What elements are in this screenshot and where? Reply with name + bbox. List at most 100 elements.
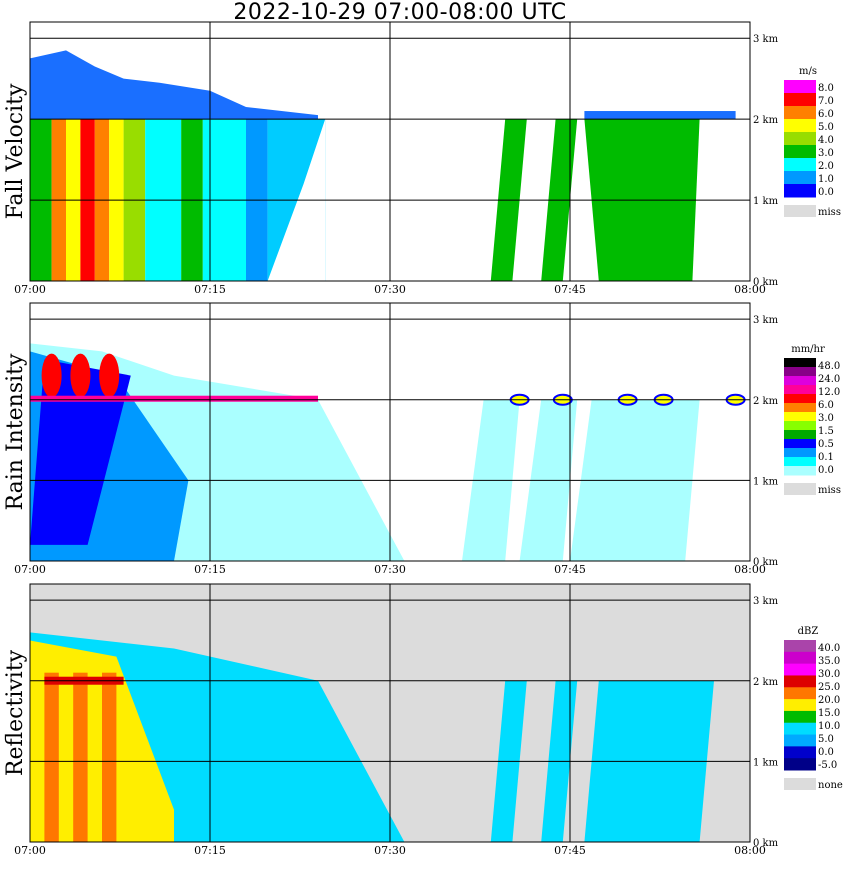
legend-swatch (784, 457, 816, 467)
legend-label: 0.0 (818, 465, 834, 476)
legend-label: 3.0 (818, 148, 834, 159)
legend-swatch (784, 675, 816, 688)
rain-core (70, 353, 91, 398)
legend-swatch (784, 184, 816, 198)
time-tick-label: 07:00 (14, 283, 46, 296)
legend-label: 0.0 (818, 747, 834, 758)
legend-swatch (784, 367, 816, 377)
legend-label: 25.0 (818, 682, 840, 693)
time-tick-label: 07:45 (554, 563, 586, 576)
legend-miss-swatch (784, 778, 816, 790)
legend-swatch (784, 93, 816, 107)
legend-label: 0.1 (818, 452, 834, 463)
legend-swatch (784, 734, 816, 747)
time-tick-label: 07:30 (374, 283, 406, 296)
legend-swatch (784, 699, 816, 712)
legend-swatch (784, 80, 816, 94)
legend-swatch (784, 385, 816, 395)
rain-bright-band (30, 395, 318, 402)
time-tick-label: 07:15 (194, 283, 226, 296)
legend-swatch (784, 171, 816, 185)
legend-label: 6.0 (818, 400, 834, 411)
legend-swatch (784, 439, 816, 449)
legend-swatch (784, 358, 816, 368)
height-tick-label: 0 km (753, 277, 779, 288)
time-tick-label: 07:00 (14, 563, 46, 576)
legend-miss-swatch (784, 483, 816, 495)
legend-label: 1.0 (818, 174, 834, 185)
legend-label: 40.0 (818, 643, 840, 654)
height-tick-label: 3 km (753, 34, 779, 45)
legend-swatch (784, 466, 816, 476)
height-tick-label: 2 km (753, 677, 779, 688)
legend-label: 4.0 (818, 135, 834, 146)
legend-swatch (784, 663, 816, 676)
rain-heavy (30, 359, 131, 545)
rain-core (41, 353, 62, 398)
legend-label: 3.0 (818, 413, 834, 424)
height-tick-label: 1 km (753, 476, 779, 487)
legend-swatch (784, 640, 816, 653)
legend-swatch (784, 394, 816, 404)
panel-ylabel: Rain Intensity (3, 353, 28, 510)
legend-label: 20.0 (818, 695, 840, 706)
legend-label: 6.0 (818, 109, 834, 120)
legend-swatch (784, 158, 816, 172)
time-tick-label: 07:45 (554, 283, 586, 296)
time-tick-label: 07:30 (374, 563, 406, 576)
height-tick-label: 1 km (753, 757, 779, 768)
fall-upper-layer (30, 50, 318, 120)
legend-miss-label: none (818, 780, 843, 791)
legend-swatch (784, 412, 816, 422)
time-tick-label: 08:00 (734, 563, 766, 576)
legend-swatch (784, 758, 816, 771)
legend-label: 30.0 (818, 669, 840, 680)
legend-swatch (784, 376, 816, 386)
time-tick-label: 07:15 (194, 844, 226, 857)
legend-label: 2.0 (818, 161, 834, 172)
legend-miss-label: miss (818, 207, 841, 218)
time-tick-label: 08:00 (734, 283, 766, 296)
refl-band (44, 672, 59, 842)
legend-swatch (784, 403, 816, 413)
time-tick-label: 07:00 (14, 844, 46, 857)
panel-reflectivity: 0 km 1 km 2 km 3 km 07:00 07:15 07:30 07:45 08:0… (3, 583, 843, 857)
height-tick-label: 1 km (753, 196, 779, 207)
fall-clear (267, 119, 326, 281)
panel-fall-velocity: 0 km 1 km 2 km 3 km 07:00 07:15 07:30 07:45 08:0… (3, 21, 841, 296)
panel-rain-intensity: 0 km 1 km 2 km 3 km 07:00 07:15 07:30 07:45 08:0… (3, 302, 841, 576)
legend-swatch (784, 132, 816, 146)
height-tick-label: 0 km (753, 838, 779, 849)
legend-label: 35.0 (818, 656, 840, 667)
legend-label: 24.0 (818, 374, 840, 385)
legend-swatch (784, 722, 816, 736)
legend-label: 48.0 (818, 361, 840, 372)
height-tick-label: 2 km (753, 115, 779, 126)
legend-label: 12.0 (818, 387, 840, 398)
time-tick-label: 07:30 (374, 844, 406, 857)
height-tick-label: 3 km (753, 596, 779, 607)
height-tick-label: 3 km (753, 315, 779, 326)
legend-unit: dBZ (798, 626, 819, 637)
legend-label: 5.0 (818, 734, 834, 745)
legend-label: 0.0 (818, 187, 834, 198)
legend-label: 7.0 (818, 96, 834, 107)
legend-unit: mm/hr (791, 344, 825, 355)
legend-swatch (784, 119, 816, 133)
legend-swatch (784, 448, 816, 458)
legend-unit: m/s (799, 66, 817, 77)
legend-label: 15.0 (818, 708, 840, 719)
legend-miss-swatch (784, 205, 816, 217)
legend-swatch (784, 746, 816, 759)
legend-miss-label: miss (818, 485, 841, 496)
rain-core (99, 353, 120, 398)
figure-title: 2022-10-29 07:00-08:00 UTC (233, 0, 567, 25)
panel-ylabel: Fall Velocity (3, 83, 28, 219)
legend-swatch (784, 106, 816, 120)
time-tick-label: 07:15 (194, 563, 226, 576)
height-tick-label: 2 km (753, 396, 779, 407)
time-tick-label: 07:45 (554, 844, 586, 857)
legend-swatch (784, 430, 816, 440)
